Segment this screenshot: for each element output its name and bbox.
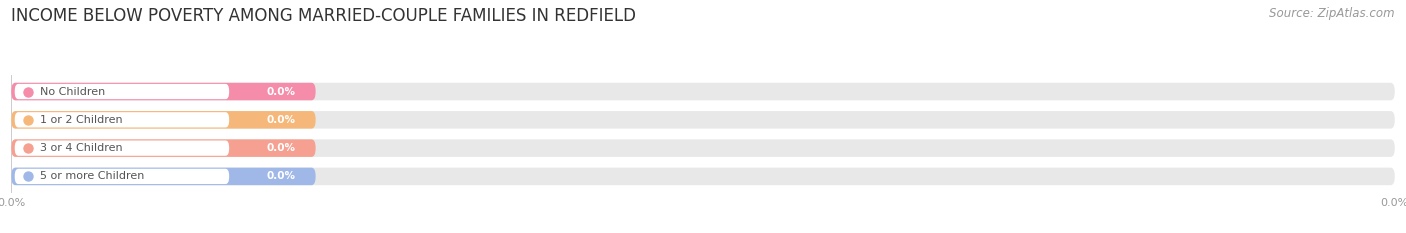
FancyBboxPatch shape xyxy=(14,112,229,127)
FancyBboxPatch shape xyxy=(14,140,229,156)
FancyBboxPatch shape xyxy=(11,111,315,129)
Text: 1 or 2 Children: 1 or 2 Children xyxy=(41,115,122,125)
Text: INCOME BELOW POVERTY AMONG MARRIED-COUPLE FAMILIES IN REDFIELD: INCOME BELOW POVERTY AMONG MARRIED-COUPL… xyxy=(11,7,637,25)
FancyBboxPatch shape xyxy=(11,83,1395,100)
FancyBboxPatch shape xyxy=(11,139,1395,157)
FancyBboxPatch shape xyxy=(14,169,229,184)
FancyBboxPatch shape xyxy=(11,111,1395,129)
Text: 0.0%: 0.0% xyxy=(267,171,295,182)
Text: 0.0%: 0.0% xyxy=(267,86,295,96)
FancyBboxPatch shape xyxy=(11,139,315,157)
FancyBboxPatch shape xyxy=(11,83,315,100)
Text: 3 or 4 Children: 3 or 4 Children xyxy=(41,143,122,153)
FancyBboxPatch shape xyxy=(11,168,1395,185)
Text: Source: ZipAtlas.com: Source: ZipAtlas.com xyxy=(1270,7,1395,20)
FancyBboxPatch shape xyxy=(14,84,229,99)
Text: No Children: No Children xyxy=(41,86,105,96)
Text: 5 or more Children: 5 or more Children xyxy=(41,171,145,182)
Text: 0.0%: 0.0% xyxy=(267,115,295,125)
FancyBboxPatch shape xyxy=(11,168,315,185)
Text: 0.0%: 0.0% xyxy=(267,143,295,153)
